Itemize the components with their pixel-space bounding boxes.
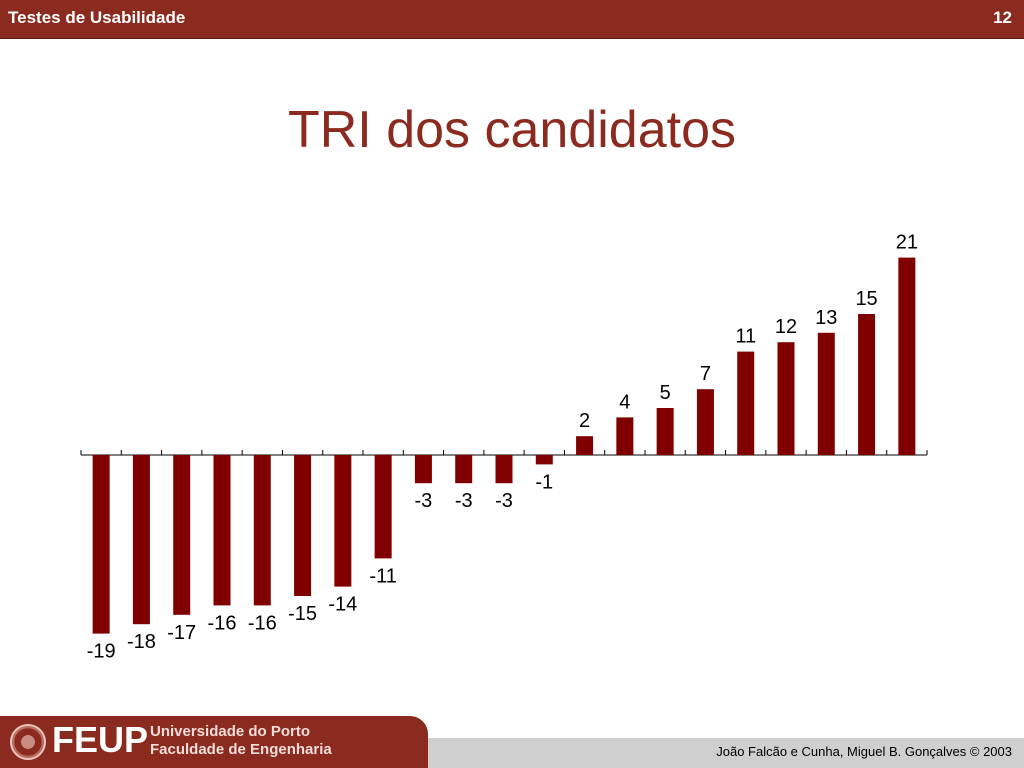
data-label: -18 [127, 631, 156, 653]
bar [294, 455, 312, 596]
bar [616, 417, 634, 455]
data-label: -1 [535, 471, 553, 493]
data-label: -16 [248, 612, 277, 634]
university-name-line1: Universidade do Porto [150, 723, 311, 740]
data-label: 15 [855, 288, 877, 310]
university-name: Universidade do Porto Faculdade de Engen… [150, 723, 332, 759]
bar [898, 257, 916, 455]
bar [858, 314, 876, 455]
footer-logo-band [0, 716, 428, 768]
university-name-line2: Faculdade de Engenharia [150, 741, 332, 758]
bar [213, 455, 231, 606]
bar [737, 351, 755, 455]
header-bar: Testes de Usabilidade 12 [0, 0, 1024, 39]
data-label: 2 [579, 410, 590, 432]
bar [696, 389, 714, 455]
bar [334, 455, 352, 587]
footer-credits-band [428, 738, 1024, 768]
bar [495, 455, 513, 484]
data-label: -3 [455, 490, 473, 512]
university-seal-icon [10, 724, 46, 760]
data-label: -3 [495, 490, 513, 512]
data-label: -16 [208, 612, 237, 634]
bar [414, 455, 432, 484]
bar [92, 455, 110, 634]
feup-logo-text: FEUP [52, 719, 149, 760]
bar [535, 455, 553, 465]
bar [173, 455, 191, 615]
data-label: 4 [619, 391, 630, 413]
bar [817, 332, 835, 455]
course-title: Testes de Usabilidade [8, 8, 186, 27]
data-label: 11 [735, 326, 756, 348]
data-label: -19 [87, 641, 116, 663]
bar [132, 455, 150, 625]
bar [656, 408, 674, 455]
page-number: 12 [993, 8, 1012, 27]
data-label: -17 [167, 622, 196, 644]
bar [576, 436, 594, 455]
data-label: 7 [700, 363, 711, 385]
footer-credits: João Falcão e Cunha, Miguel B. Gonçalves… [716, 744, 1012, 759]
data-label: -11 [369, 565, 396, 587]
bar [253, 455, 271, 606]
data-label: 12 [775, 316, 797, 338]
bar [455, 455, 473, 484]
data-label: -14 [328, 594, 357, 616]
data-label: -3 [415, 490, 433, 512]
slide-title: TRI dos candidatos [287, 101, 737, 159]
data-label: -15 [288, 603, 317, 625]
data-label: 21 [896, 232, 918, 254]
bar [374, 455, 392, 559]
data-label: 13 [815, 307, 837, 329]
data-label: 5 [660, 382, 671, 404]
bar-chart: -19 -18 -17 -16 -16 -15 -14 -11 -3 -3 -3 -1 2 4 5 7 11 12… [80, 232, 928, 663]
bar [777, 342, 795, 455]
